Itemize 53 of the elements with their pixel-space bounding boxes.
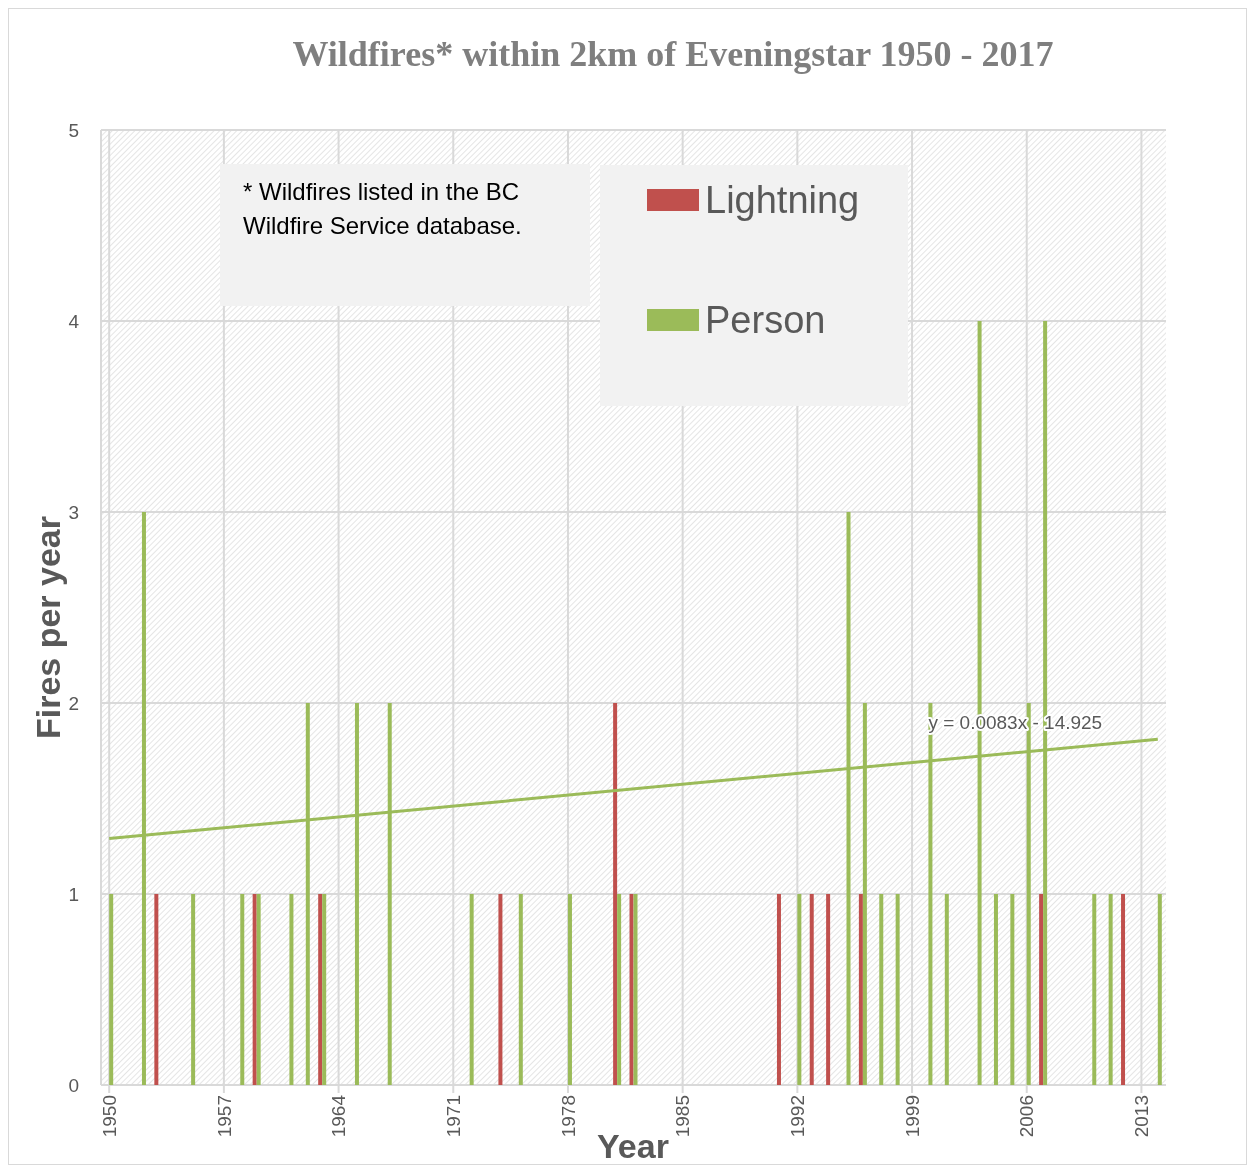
bar xyxy=(256,894,261,1085)
bar xyxy=(109,894,114,1085)
x-tick-label: 1964 xyxy=(328,1094,350,1138)
bar xyxy=(252,894,257,1085)
x-tick-label: 1999 xyxy=(901,1095,923,1138)
bar xyxy=(1039,894,1044,1085)
x-tick-label: 1957 xyxy=(213,1095,235,1138)
y-tick-label: 2 xyxy=(68,692,79,714)
y-tick-label: 4 xyxy=(68,310,80,332)
x-axis-title: Year xyxy=(597,1127,669,1165)
x-tick-label: 1992 xyxy=(787,1095,808,1138)
bar xyxy=(776,894,781,1085)
bar xyxy=(617,894,622,1085)
annotation: * Wildfires listed in the BC Wildfire Service database. xyxy=(243,178,522,239)
bar xyxy=(993,894,998,1085)
bar xyxy=(858,894,863,1085)
chart-title: Wildfires* within 2km of Eveningstar 1950 - 2017 xyxy=(292,34,1054,74)
bar xyxy=(1092,894,1097,1085)
bar xyxy=(1010,894,1015,1085)
y-tick-label: 0 xyxy=(68,1074,79,1096)
x-tick-label: 1985 xyxy=(672,1095,694,1138)
bar xyxy=(879,894,884,1085)
y-tick-label: 1 xyxy=(68,883,79,905)
x-tick-label: 1978 xyxy=(557,1095,579,1138)
bar xyxy=(191,894,196,1085)
x-tick-label: 2006 xyxy=(1016,1095,1038,1138)
legend-label: Lightning xyxy=(705,179,860,222)
bar xyxy=(469,894,474,1085)
x-tick-label: 1950 xyxy=(98,1095,120,1138)
bar xyxy=(633,894,638,1085)
bar xyxy=(629,894,634,1085)
bar xyxy=(518,894,523,1085)
bar xyxy=(240,894,245,1085)
bar xyxy=(1157,894,1162,1085)
bar xyxy=(498,894,503,1085)
bar xyxy=(154,894,159,1085)
y-tick-label: 5 xyxy=(68,119,79,141)
x-tick-label: 2013 xyxy=(1131,1095,1153,1138)
bar xyxy=(567,894,572,1085)
legend-label: Person xyxy=(705,299,826,342)
bar xyxy=(1108,894,1113,1085)
bar xyxy=(809,894,814,1085)
y-tick-label: 3 xyxy=(68,501,79,523)
bar xyxy=(1121,894,1126,1085)
bar xyxy=(944,894,949,1085)
x-tick-label: 1971 xyxy=(442,1095,464,1138)
bar xyxy=(318,894,323,1085)
bar xyxy=(826,894,831,1085)
bar xyxy=(895,894,900,1085)
bar xyxy=(797,894,802,1085)
bar xyxy=(322,894,327,1085)
bar xyxy=(613,703,618,1085)
bar xyxy=(289,894,294,1085)
